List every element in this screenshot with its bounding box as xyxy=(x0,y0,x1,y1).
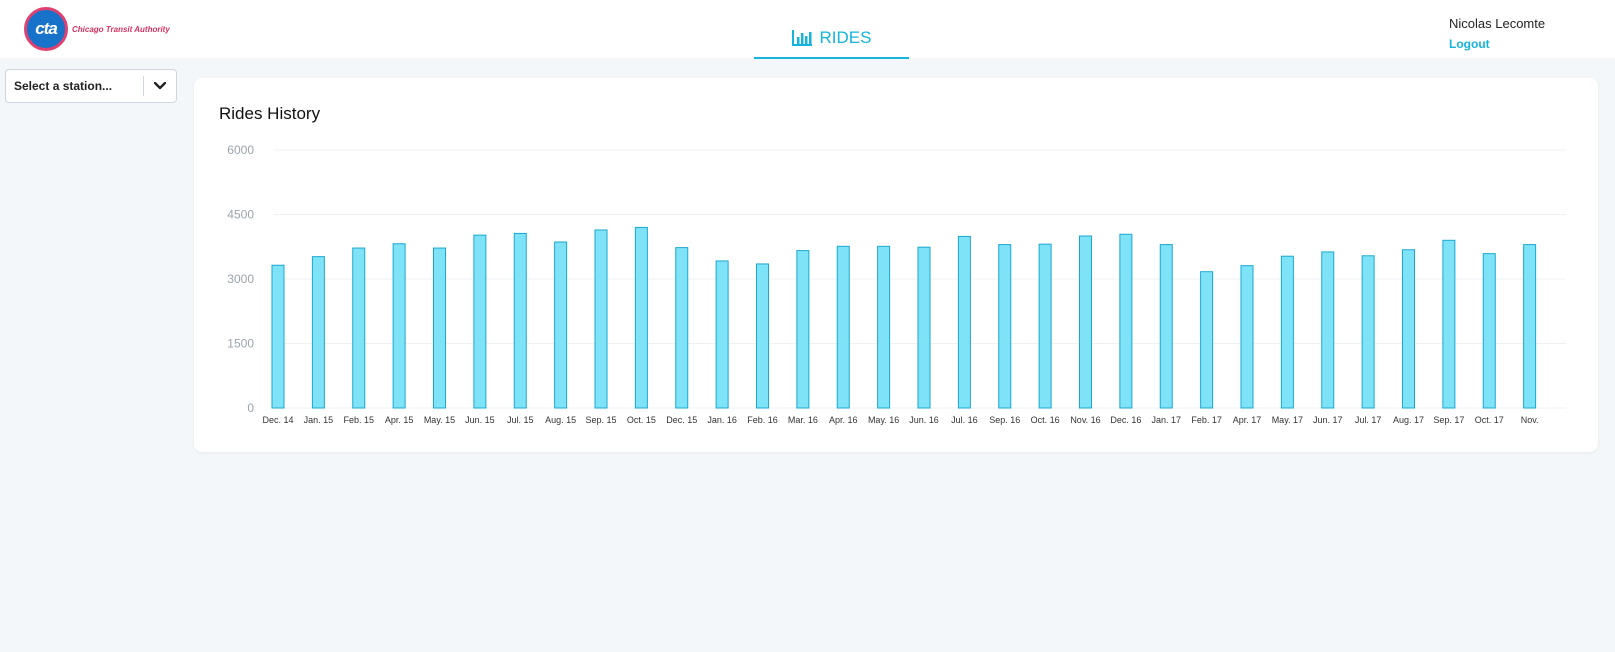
bar-may-16[interactable] xyxy=(877,245,891,409)
x-tick-label: Aug. 17 xyxy=(1393,415,1424,425)
x-tick-label: Jan. 17 xyxy=(1151,415,1181,425)
x-tick-label: Nov. xyxy=(1521,415,1539,425)
logout-link[interactable]: Logout xyxy=(1449,37,1490,51)
tab-rides-label: RIDES xyxy=(819,28,872,47)
bar-jan-15[interactable] xyxy=(311,256,325,409)
x-tick-label: Jul. 17 xyxy=(1355,415,1382,425)
x-tick-label: Mar. 16 xyxy=(788,415,818,425)
x-tick-label: Jul. 16 xyxy=(951,415,978,425)
y-tick-label: 4500 xyxy=(227,208,254,222)
x-tick-label: Oct. 16 xyxy=(1031,415,1060,425)
bar-apr-15[interactable] xyxy=(392,243,406,409)
bar-jan-17[interactable] xyxy=(1159,244,1173,409)
bar-chart-icon xyxy=(791,30,812,51)
x-tick-label: Dec. 14 xyxy=(262,415,293,425)
bar-dec-15[interactable] xyxy=(675,247,689,409)
bar-jun-16[interactable] xyxy=(917,246,931,409)
x-tick-label: Sep. 16 xyxy=(989,415,1020,425)
cta-logo-text: Chicago Transit Authority xyxy=(72,24,170,34)
bar-nov-16[interactable] xyxy=(1079,235,1092,409)
user-panel: Nicolas Lecomte Logout xyxy=(1449,16,1589,51)
station-select[interactable]: Select a station... xyxy=(5,69,177,103)
rides-history-card: Rides History 0 1500 3000 4500 6000 Dec. 14 Ja… xyxy=(194,78,1598,452)
bar-feb-17[interactable] xyxy=(1200,271,1214,409)
bar-aug-15[interactable] xyxy=(554,241,568,409)
bar-jul-15[interactable] xyxy=(513,232,527,409)
y-tick-label: 3000 xyxy=(227,272,254,286)
bar-may-17[interactable] xyxy=(1280,255,1294,409)
cta-logo[interactable]: cta Chicago Transit Authority xyxy=(24,4,174,54)
bar-dec-14[interactable] xyxy=(271,264,285,409)
x-tick-label: May. 17 xyxy=(1272,415,1303,425)
x-tick-label: Jan. 15 xyxy=(304,415,334,425)
bar-feb-15[interactable] xyxy=(352,247,366,409)
bar-jun-15[interactable] xyxy=(473,234,487,409)
bar-oct-17[interactable] xyxy=(1482,253,1496,409)
x-tick-label: Nov. 16 xyxy=(1070,415,1100,425)
x-tick-label: Apr. 16 xyxy=(829,415,858,425)
x-tick-label: Sep. 15 xyxy=(585,415,616,425)
tab-rides[interactable]: RIDES xyxy=(754,28,909,59)
x-tick-label: Jul. 15 xyxy=(507,415,534,425)
x-tick-label: Sep. 17 xyxy=(1433,415,1464,425)
bar-sep-17[interactable] xyxy=(1442,239,1456,409)
bar-nov[interactable] xyxy=(1523,244,1537,409)
card-title: Rides History xyxy=(219,104,321,123)
x-tick-label: Aug. 15 xyxy=(545,415,576,425)
bar-oct-16[interactable] xyxy=(1038,243,1052,409)
bar-jun-17[interactable] xyxy=(1321,251,1335,409)
chevron-down-icon[interactable] xyxy=(144,82,176,90)
y-tick-label: 0 xyxy=(247,401,254,415)
x-tick-label: Jan. 16 xyxy=(707,415,737,425)
top-bar: cta Chicago Transit Authority RIDES Nico… xyxy=(0,0,1615,59)
bar-apr-17[interactable] xyxy=(1240,265,1254,409)
x-tick-label: May. 16 xyxy=(868,415,899,425)
bar-apr-16[interactable] xyxy=(836,245,850,409)
select-separator xyxy=(143,76,144,96)
bar-mar-16[interactable] xyxy=(796,250,810,409)
x-tick-label: Feb. 16 xyxy=(747,415,778,425)
bar-feb-16[interactable] xyxy=(756,263,769,409)
bar-dec-16[interactable] xyxy=(1119,233,1133,409)
x-tick-label: Oct. 15 xyxy=(627,415,656,425)
x-tick-label: Apr. 15 xyxy=(385,415,414,425)
x-tick-label: Jun. 17 xyxy=(1313,415,1343,425)
station-select-placeholder: Select a station... xyxy=(14,79,113,93)
x-tick-label: Jun. 15 xyxy=(465,415,495,425)
cta-logo-mark: cta xyxy=(24,7,68,51)
y-tick-label: 1500 xyxy=(227,337,254,351)
user-name: Nicolas Lecomte xyxy=(1449,16,1546,31)
x-tick-label: Apr. 17 xyxy=(1233,415,1262,425)
x-tick-label: Feb. 15 xyxy=(343,415,374,425)
rides-bar-chart: 0 1500 3000 4500 6000 Dec. 14 Jan. 15 Feb. 15 Ap… xyxy=(227,143,1566,425)
bar-aug-17[interactable] xyxy=(1402,249,1415,409)
bar-sep-15[interactable] xyxy=(594,229,608,409)
bar-jul-16[interactable] xyxy=(957,235,971,409)
x-tick-label: May. 15 xyxy=(424,415,455,425)
y-tick-label: 6000 xyxy=(227,143,254,157)
bar-oct-15[interactable] xyxy=(634,226,648,409)
bar-jan-16[interactable] xyxy=(715,260,729,409)
x-tick-label: Feb. 17 xyxy=(1191,415,1222,425)
bar-sep-16[interactable] xyxy=(998,244,1012,409)
x-tick-label: Dec. 16 xyxy=(1110,415,1141,425)
x-tick-label: Dec. 15 xyxy=(666,415,697,425)
x-tick-label: Oct. 17 xyxy=(1475,415,1504,425)
bar-may-15[interactable] xyxy=(433,247,446,409)
bar-jul-17[interactable] xyxy=(1361,255,1375,409)
x-tick-label: Jun. 16 xyxy=(909,415,939,425)
